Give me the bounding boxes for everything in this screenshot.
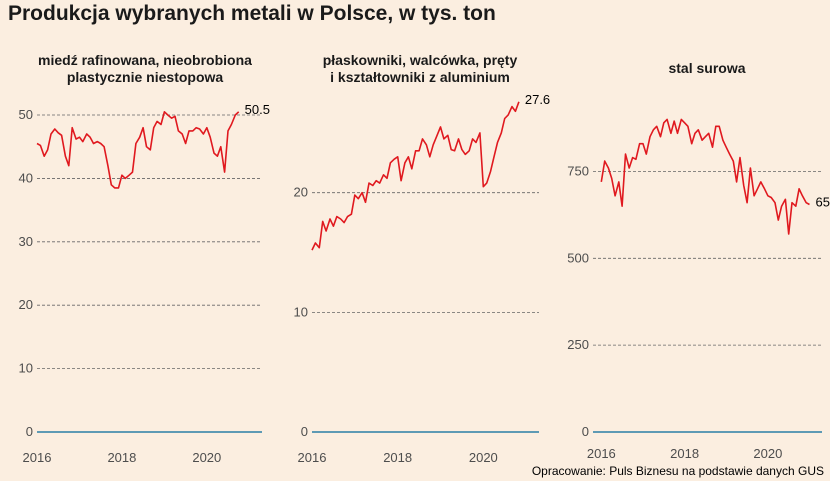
x-tick-label: 2018 (107, 450, 136, 465)
end-value-label: 654.8 (816, 194, 830, 209)
panel-title-line: plastycznie niestopowa (67, 69, 224, 85)
y-tick-label: 500 (567, 250, 589, 265)
y-tick-label: 0 (582, 424, 589, 439)
series-line (311, 101, 520, 251)
end-value-label: 27.6 (525, 92, 550, 107)
y-tick-label: 30 (19, 234, 33, 249)
panel-1: miedź rafinowana, nieobrobionaplastyczni… (19, 52, 270, 465)
source-note: Opracowanie: Puls Biznesu na podstawie d… (531, 464, 824, 478)
x-tick-label: 2016 (23, 450, 52, 465)
x-tick-label: 2018 (670, 446, 699, 461)
y-tick-label: 10 (294, 304, 308, 319)
x-tick-label: 2016 (298, 450, 327, 465)
panel-title-line: płaskowniki, walcówka, pręty (323, 52, 518, 68)
y-tick-label: 750 (567, 163, 589, 178)
y-tick-label: 250 (567, 337, 589, 352)
y-tick-label: 20 (19, 297, 33, 312)
x-tick-label: 2020 (753, 446, 782, 461)
y-tick-label: 10 (19, 361, 33, 376)
x-tick-label: 2018 (383, 450, 412, 465)
x-tick-label: 2020 (192, 450, 221, 465)
y-tick-label: 20 (294, 185, 308, 200)
panel-title-line: stal surowa (668, 60, 745, 76)
series-line (36, 111, 240, 189)
panel-3: stal surowa 0 250 500 750 2016 2018 2020 654.8 (567, 60, 830, 461)
chart-main-title: Produkcja wybranych metali w Polsce, w t… (8, 2, 496, 25)
end-value-label: 50.5 (245, 102, 270, 117)
panel-title-line: i kształtowniki z aluminium (330, 69, 510, 85)
x-tick-label: 2020 (469, 450, 498, 465)
panel-title-line: miedź rafinowana, nieobrobiona (38, 52, 252, 68)
series-line (600, 118, 810, 235)
y-tick-label: 40 (19, 170, 33, 185)
y-tick-label: 0 (301, 424, 308, 439)
y-tick-label: 0 (26, 424, 33, 439)
x-tick-label: 2016 (587, 446, 616, 461)
y-tick-label: 50 (19, 107, 33, 122)
